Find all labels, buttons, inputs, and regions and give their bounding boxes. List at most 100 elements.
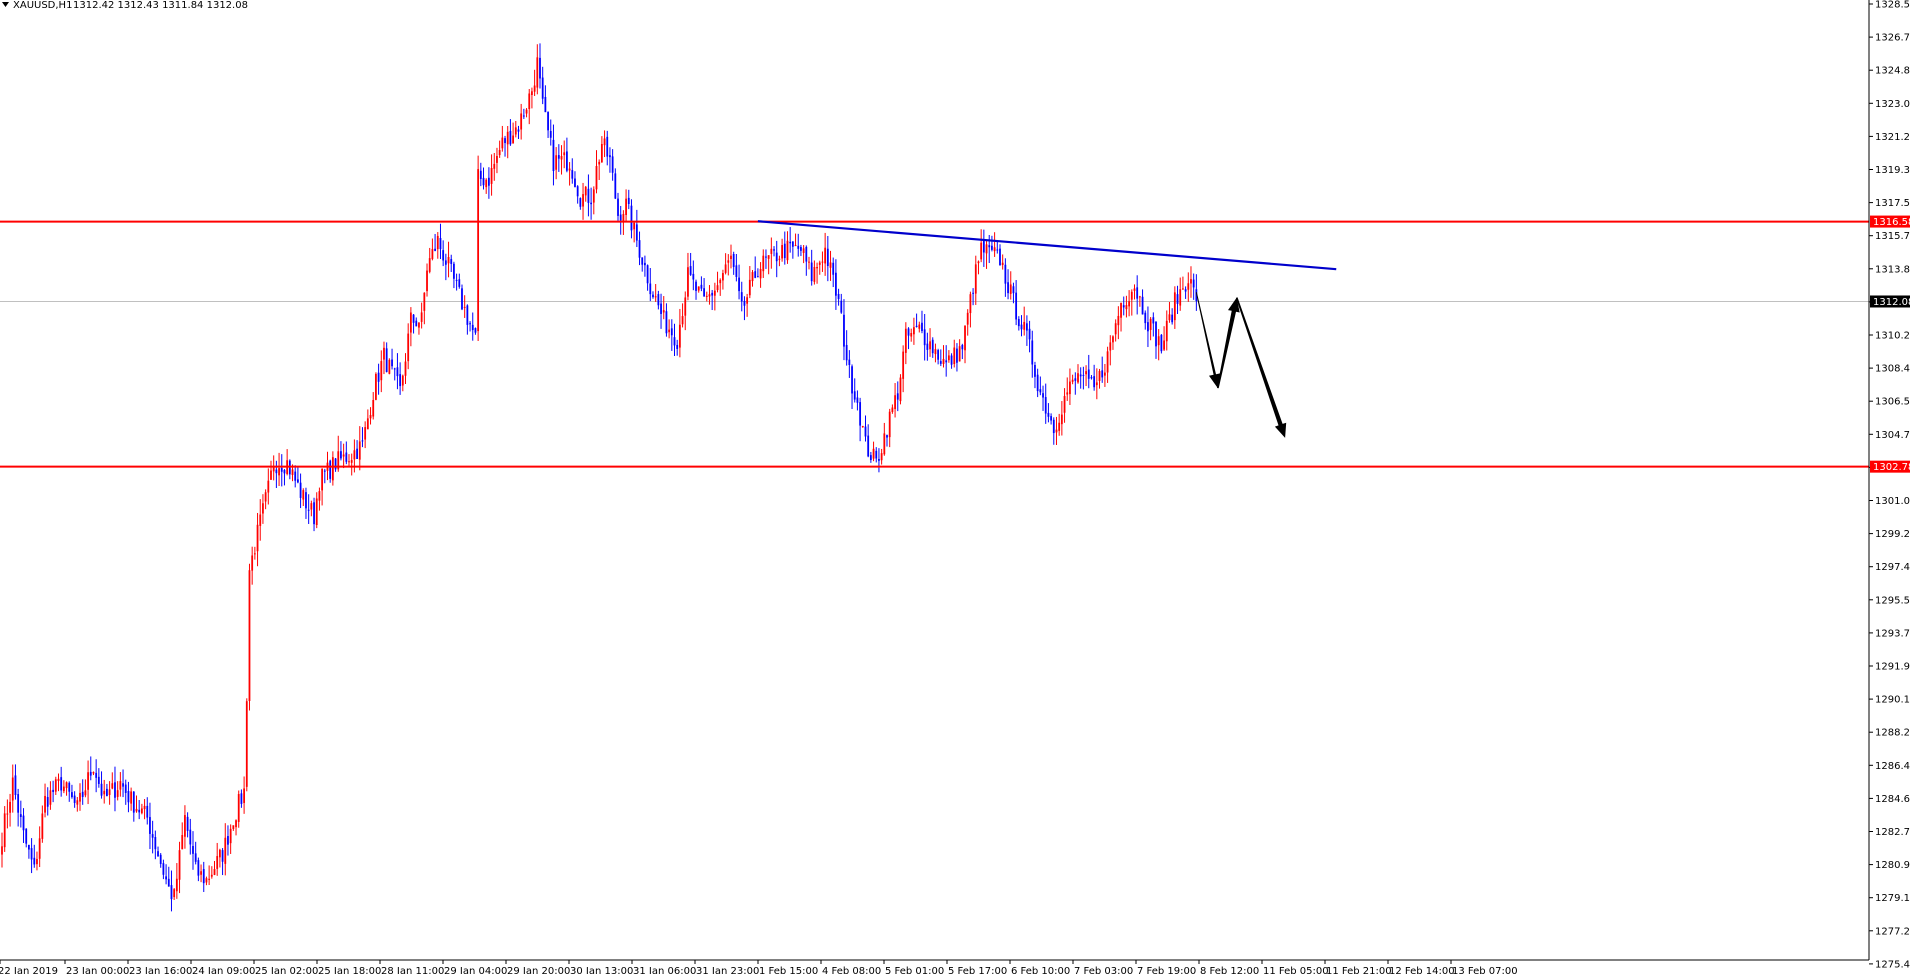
candle-body	[961, 345, 964, 350]
candle-body	[950, 355, 953, 365]
candle-body	[754, 271, 757, 278]
forecast-arrow[interactable]	[1235, 297, 1287, 438]
candle-body	[681, 316, 684, 325]
candle-body	[972, 292, 974, 294]
candle-body	[60, 777, 63, 791]
candle-body	[1009, 284, 1012, 294]
candle-body	[251, 555, 254, 571]
candle-body	[146, 805, 149, 818]
candle-body	[270, 470, 272, 480]
candle-body	[57, 778, 60, 782]
price-tick-label: 1315.70	[1875, 231, 1910, 242]
candle-body	[861, 426, 864, 428]
price-tick-label: 1321.20	[1875, 132, 1910, 143]
price-tag-box	[1870, 295, 1910, 308]
candle-body	[1087, 369, 1090, 379]
candle-body	[816, 267, 818, 269]
candle-body	[28, 845, 30, 850]
candle-body	[1044, 397, 1047, 414]
forecast-arrow[interactable]	[1195, 292, 1221, 389]
forecast-arrows[interactable]	[1195, 292, 1287, 438]
candle-body	[431, 249, 434, 260]
candle-body	[240, 793, 243, 804]
candle-body	[79, 792, 81, 802]
candle-body	[794, 245, 797, 247]
candle-body	[574, 178, 576, 187]
candle-body	[894, 395, 896, 410]
candle-body	[22, 815, 25, 831]
time-axis[interactable]: 22 Jan 2019 23 Jan 00:00 23 Jan 16:00 24 Ja…	[0, 960, 1518, 974]
candle-body	[38, 838, 41, 859]
candle-body	[1147, 322, 1149, 332]
candle-body	[237, 794, 240, 822]
candle-body	[6, 813, 9, 815]
candle-body	[783, 243, 786, 259]
price-tag-label: 1302.78	[1873, 462, 1910, 473]
forecast-arrow[interactable]	[1217, 297, 1240, 389]
candle-body	[673, 337, 676, 346]
candle-body	[1152, 317, 1155, 324]
candle-body	[1190, 279, 1192, 284]
candle-body	[418, 322, 420, 328]
candle-body	[280, 467, 283, 472]
candle-body	[127, 791, 130, 803]
candle-body	[1082, 374, 1085, 376]
candle-body	[248, 570, 251, 701]
candle-body	[756, 276, 759, 278]
candle-body	[106, 788, 108, 796]
candle-body	[923, 329, 926, 346]
candle-body	[837, 293, 840, 300]
price-tick-label: 1301.05	[1875, 496, 1910, 507]
candle-body	[770, 248, 773, 254]
candle-body	[711, 292, 714, 296]
price-axis[interactable]: 1328.50 1326.70 1324.85 1323.00 1321.20 1319.…	[1869, 0, 1910, 970]
candle-body	[1173, 292, 1176, 321]
candle-body	[401, 375, 404, 386]
candle-body	[1114, 323, 1117, 335]
candle-body	[646, 265, 649, 284]
candle-body	[216, 856, 219, 869]
price-tick-label: 1293.75	[1875, 628, 1910, 639]
candle-body	[299, 482, 302, 498]
candle-body	[154, 837, 157, 850]
candle-body	[509, 130, 512, 145]
candle-body	[243, 788, 245, 803]
candle-body	[81, 791, 84, 797]
candle-body	[143, 805, 146, 810]
candle-body	[1079, 374, 1082, 377]
price-tick-label: 1326.70	[1875, 33, 1910, 44]
candle-body	[592, 189, 595, 203]
time-tick-label: 23 Jan 00:00	[66, 966, 129, 974]
candle-body	[65, 782, 68, 789]
candle-body	[988, 245, 991, 248]
ohlc-values: 1312.42 1312.43 1311.84 1312.08	[73, 0, 248, 11]
candle-body	[678, 324, 681, 348]
candle-body	[192, 845, 194, 854]
candle-body	[568, 168, 571, 171]
candle-body	[657, 294, 660, 306]
candle-body	[1050, 416, 1052, 421]
candle-body	[713, 290, 716, 296]
candle-body	[1023, 321, 1026, 330]
candle-body	[549, 130, 552, 138]
candle-body	[708, 294, 711, 297]
triangle-down-icon[interactable]	[2, 2, 9, 7]
candle-body	[552, 139, 555, 171]
candle-body	[751, 272, 754, 282]
candle-body	[62, 786, 65, 792]
candle-body	[455, 279, 458, 281]
price-tick-label: 1324.85	[1875, 66, 1910, 77]
candle-body	[310, 503, 313, 510]
trendline[interactable]	[757, 220, 1337, 271]
candle-body	[184, 815, 186, 837]
candle-body	[727, 260, 730, 263]
candle-body	[477, 169, 480, 332]
price-tick-label: 1295.55	[1875, 595, 1910, 606]
plot-area[interactable]	[0, 43, 1869, 912]
candle-body	[571, 170, 574, 179]
candle-body	[213, 869, 216, 875]
candle-body	[611, 156, 614, 173]
candle-body	[969, 294, 972, 314]
candle-body	[1095, 382, 1098, 386]
